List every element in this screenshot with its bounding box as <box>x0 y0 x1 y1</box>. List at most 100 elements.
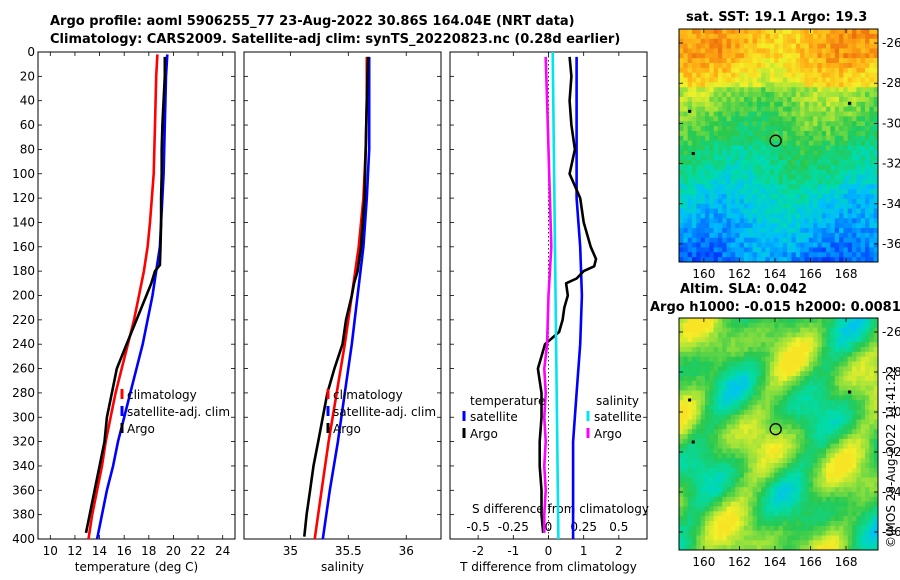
depth-tick-label: 320 <box>12 435 35 449</box>
lat-tick-label: -32 <box>882 445 900 459</box>
x-tick-label: 35 <box>283 544 298 558</box>
float-marker <box>691 440 695 444</box>
lat-tick-label: -28 <box>882 76 900 90</box>
argo-position-marker <box>769 423 782 436</box>
legend-label: satellite-adj. clim <box>333 405 436 419</box>
lat-tick-label: -36 <box>882 525 900 539</box>
lat-tick-label: -26 <box>882 325 900 339</box>
x-tick-label: 20 <box>166 544 181 558</box>
depth-tick-label: 200 <box>12 289 35 303</box>
x-tick-label: 16 <box>117 544 132 558</box>
depth-tick-label: 20 <box>20 69 35 83</box>
lat-tick-label: -36 <box>882 237 900 251</box>
x-tick-label: 22 <box>190 544 205 558</box>
argo-position-marker <box>769 134 782 147</box>
x-tick-label: 24 <box>215 544 230 558</box>
legend-label: climatology <box>333 388 403 402</box>
legend-label: Argo <box>333 422 361 436</box>
lon-tick-label: 166 <box>799 267 822 281</box>
depth-tick-label: 100 <box>12 167 35 181</box>
figure-title-line2: Climatology: CARS2009. Satellite-adj cli… <box>50 32 621 47</box>
float-marker <box>691 152 695 156</box>
x-tick-label: 0 <box>545 544 553 558</box>
series-line-s-argo <box>542 56 553 533</box>
sst-field <box>679 29 879 263</box>
legend-title-temperature: temperature <box>470 394 545 408</box>
float-marker <box>848 101 852 105</box>
series-line-satellite-adj-clim <box>95 54 169 540</box>
depth-tick-label: 260 <box>12 362 35 376</box>
salinity-diff-tick-label: 0 <box>545 520 553 534</box>
series-line-t-argo <box>536 56 598 534</box>
series-line-argo <box>303 56 370 537</box>
float-marker <box>688 109 692 113</box>
series-line-argo <box>84 56 167 534</box>
depth-tick-label: 60 <box>20 118 35 132</box>
legend-label: Argo <box>470 427 498 441</box>
x-tick-label: 2 <box>615 544 623 558</box>
depth-tick-label: 0 <box>27 45 35 59</box>
lat-tick-label: -34 <box>882 485 900 499</box>
x-tick-label: 18 <box>141 544 156 558</box>
x-tick-label: -1 <box>507 544 519 558</box>
lon-tick-label: 164 <box>763 555 786 569</box>
float-marker <box>688 398 692 402</box>
series-line-s-satellite <box>551 51 560 540</box>
salinity-diff-tick-label: 0.5 <box>609 520 628 534</box>
depth-tick-label: 240 <box>12 337 35 351</box>
lon-tick-label: 160 <box>692 555 715 569</box>
series-line-satellite-adj-clim <box>321 56 371 540</box>
depth-tick-label: 40 <box>20 94 35 108</box>
x-axis-label: salinity <box>321 560 364 574</box>
map-frame <box>678 317 879 551</box>
series-line-t-satellite <box>571 56 584 539</box>
profile-panel-temperature: 0 20 40 60 80 100 120 140 160 180 200 220 240 260 280 3… <box>12 45 236 574</box>
legend-label: Argo <box>127 422 155 436</box>
panel-frame <box>243 51 442 540</box>
depth-tick-label: 360 <box>12 483 35 497</box>
panel-frame <box>37 51 236 540</box>
lon-tick-label: 168 <box>835 267 858 281</box>
salinity-diff-tick-label: 0.25 <box>570 520 597 534</box>
depth-tick-label: 400 <box>12 532 35 546</box>
x-tick-label: 10 <box>43 544 58 558</box>
x-axis-label: T difference from climatology <box>459 560 637 574</box>
lon-tick-label: 166 <box>799 555 822 569</box>
legend-label: Argo <box>594 427 622 441</box>
salinity-diff-tick-label: -0.5 <box>466 520 489 534</box>
x-tick-label: 14 <box>92 544 107 558</box>
lon-tick-label: 168 <box>835 555 858 569</box>
legend-label: satellite <box>594 410 642 424</box>
figure-title-line1: Argo profile: aoml 5906255_77 23-Aug-202… <box>50 14 575 29</box>
lat-tick-label: -30 <box>882 116 900 130</box>
lon-tick-label: 162 <box>728 555 751 569</box>
sla-map-title-line2: Argo h1000: -0.015 h2000: 0.0081 <box>650 300 900 315</box>
lon-tick-label: 160 <box>692 267 715 281</box>
salinity-diff-tick-label: -0.25 <box>498 520 529 534</box>
x-tick-label: -2 <box>472 544 484 558</box>
lat-tick-label: -28 <box>882 365 900 379</box>
legend-title-salinity: salinity <box>596 394 639 408</box>
depth-tick-label: 80 <box>20 142 35 156</box>
depth-tick-label: 140 <box>12 215 35 229</box>
depth-tick-label: 180 <box>12 264 35 278</box>
x-axis-label: temperature (deg C) <box>75 560 198 574</box>
lat-tick-label: -26 <box>882 36 900 50</box>
depth-tick-label: 340 <box>12 459 35 473</box>
map-frame <box>678 28 879 263</box>
legend-label: satellite-adj. clim <box>127 405 230 419</box>
x-tick-label: 35.5 <box>335 544 362 558</box>
profile-panel-salinity: 35 35.5 36 salinity climatology satellite-adj… <box>243 51 442 574</box>
lat-tick-label: -30 <box>882 405 900 419</box>
depth-tick-label: 380 <box>12 508 35 522</box>
legend-label: satellite <box>470 410 518 424</box>
lat-tick-label: -34 <box>882 197 900 211</box>
lon-tick-label: 162 <box>728 267 751 281</box>
sla-field <box>679 318 879 551</box>
float-marker <box>848 390 852 394</box>
sla-map-title-line1: Altim. SLA: 0.042 <box>680 282 807 297</box>
lat-tick-label: -32 <box>882 157 900 171</box>
depth-tick-label: 160 <box>12 240 35 254</box>
salinity-diff-axis-label: S difference from climatology <box>472 502 649 516</box>
